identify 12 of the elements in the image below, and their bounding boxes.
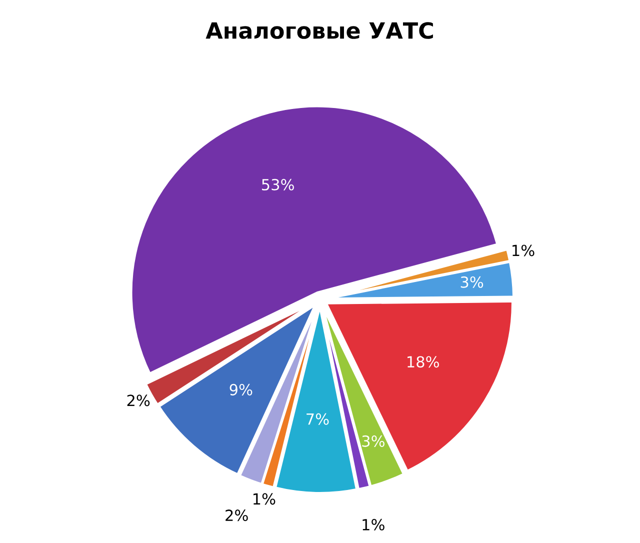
data-label: 7%: [306, 413, 329, 425]
data-label: 2%: [127, 394, 150, 406]
data-label: 1%: [512, 244, 534, 256]
data-label: 53%: [262, 178, 294, 190]
data-label: 2%: [226, 510, 248, 522]
data-label: 1%: [253, 493, 276, 505]
data-label: 1%: [362, 518, 384, 530]
data-label: 3%: [362, 435, 384, 447]
data-label: 9%: [230, 384, 252, 396]
data-label: 18%: [408, 356, 439, 368]
data-label: 3%: [460, 276, 484, 288]
chart-title: Аналоговые УАТС: [206, 22, 433, 39]
